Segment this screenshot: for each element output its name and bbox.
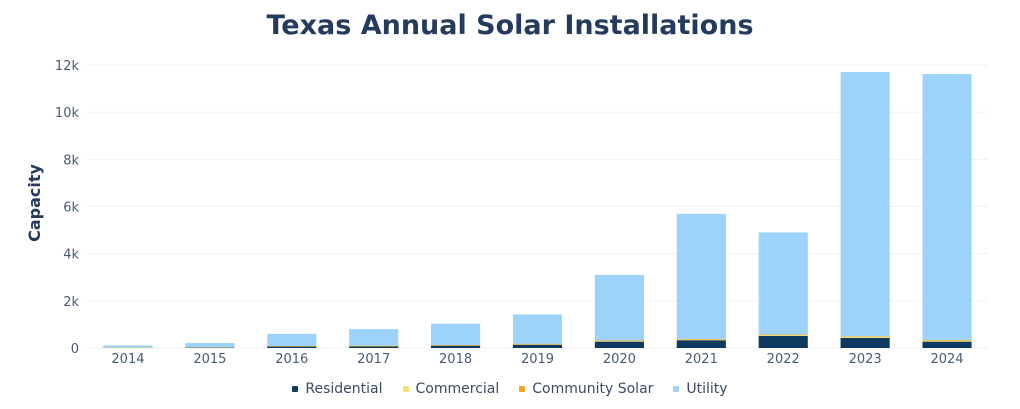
legend-item[interactable]: Residential (292, 381, 383, 397)
bar-segment-utility[interactable] (758, 232, 808, 335)
x-axis-ticks: 2014 2015 2016 2017 2018 2019 2020 2021 2022 2023… (111, 352, 963, 367)
bar-segment-community-solar[interactable] (840, 336, 890, 337)
y-tick-label: 10k (55, 106, 80, 121)
x-tick-label: 2014 (111, 352, 144, 367)
grid-layer (87, 64, 988, 349)
bar-segment-community-solar[interactable] (758, 334, 808, 336)
legend-swatch (402, 386, 409, 392)
y-tick-label: 12k (55, 59, 80, 74)
bar-segment-utility[interactable] (185, 343, 235, 348)
stacked-bar-chart: 0 2k 4k 6k 8k 10k 12k 2014 2015 2016 2017 2018 2019… (25, 59, 988, 367)
legend-swatch (673, 386, 680, 392)
legend-item[interactable]: Community Solar (519, 381, 653, 397)
legend-label: Utility (686, 381, 728, 397)
legend-item[interactable]: Utility (673, 381, 728, 397)
bar-segment-residential[interactable] (922, 341, 972, 348)
bar-segment-residential[interactable] (676, 340, 726, 348)
x-tick-label: 2020 (603, 352, 636, 367)
chart-legend: Residential Commercial Community Solar Util… (0, 381, 1020, 397)
bar-segment-commercial[interactable] (594, 340, 644, 342)
bar-segment-utility[interactable] (594, 274, 644, 341)
legend-swatch (519, 386, 526, 392)
bar-segment-commercial[interactable] (840, 336, 890, 338)
y-tick-label: 6k (63, 201, 79, 216)
bar-segment-community-solar[interactable] (676, 339, 726, 340)
y-axis-label: Capacity (25, 164, 44, 242)
y-tick-label: 2k (63, 295, 79, 310)
x-tick-label: 2017 (357, 352, 390, 367)
bar-segment-commercial[interactable] (185, 347, 235, 348)
y-tick-label: 4k (63, 248, 79, 263)
x-tick-label: 2016 (275, 352, 308, 367)
bar-segment-utility[interactable] (267, 333, 317, 346)
y-tick-label: 8k (63, 153, 79, 168)
bar-segment-community-solar[interactable] (594, 340, 644, 341)
legend-item[interactable]: Commercial (402, 381, 500, 397)
x-tick-label: 2019 (521, 352, 554, 367)
x-tick-label: 2022 (767, 352, 800, 367)
bar-segment-residential[interactable] (758, 335, 808, 348)
bar-segment-community-solar[interactable] (267, 345, 317, 347)
bar-segment-commercial[interactable] (676, 339, 726, 341)
bar-segment-residential[interactable] (512, 344, 563, 348)
bar-segment-commercial[interactable] (922, 340, 972, 342)
y-tick-label: 0 (71, 342, 79, 357)
bar-segment-community-solar[interactable] (512, 343, 563, 345)
bars-layer (103, 72, 972, 349)
bar-segment-utility[interactable] (676, 213, 726, 340)
bar-segment-residential[interactable] (267, 346, 317, 348)
bar-segment-residential[interactable] (594, 341, 644, 348)
bar-segment-commercial[interactable] (512, 343, 563, 345)
x-tick-label: 2021 (685, 352, 718, 367)
legend-label: Commercial (415, 381, 500, 397)
bar-segment-utility[interactable] (512, 314, 563, 344)
x-tick-label: 2023 (849, 352, 882, 367)
bar-segment-commercial[interactable] (758, 334, 808, 336)
legend-swatch (292, 386, 299, 392)
bar-segment-residential[interactable] (431, 345, 481, 348)
bar-segment-utility[interactable] (840, 72, 890, 337)
bar-segment-community-solar[interactable] (431, 344, 481, 346)
x-tick-label: 2015 (193, 352, 226, 367)
bar-segment-residential[interactable] (349, 346, 399, 348)
bar-segment-utility[interactable] (103, 345, 153, 348)
legend-label: Community Solar (532, 381, 654, 397)
chart-title: Texas Annual Solar Installations (266, 10, 754, 41)
bar-segment-utility[interactable] (349, 329, 399, 346)
y-axis-ticks: 0 2k 4k 6k 8k 10k 12k (55, 59, 80, 357)
legend-label: Residential (305, 381, 383, 397)
bar-segment-utility[interactable] (431, 323, 481, 345)
bar-segment-community-solar[interactable] (349, 345, 399, 347)
bar-segment-commercial[interactable] (103, 347, 153, 348)
x-tick-label: 2024 (930, 352, 963, 367)
x-tick-label: 2018 (439, 352, 472, 367)
bar-segment-community-solar[interactable] (922, 339, 972, 341)
bar-segment-residential[interactable] (840, 337, 890, 348)
bar-segment-utility[interactable] (922, 73, 972, 340)
